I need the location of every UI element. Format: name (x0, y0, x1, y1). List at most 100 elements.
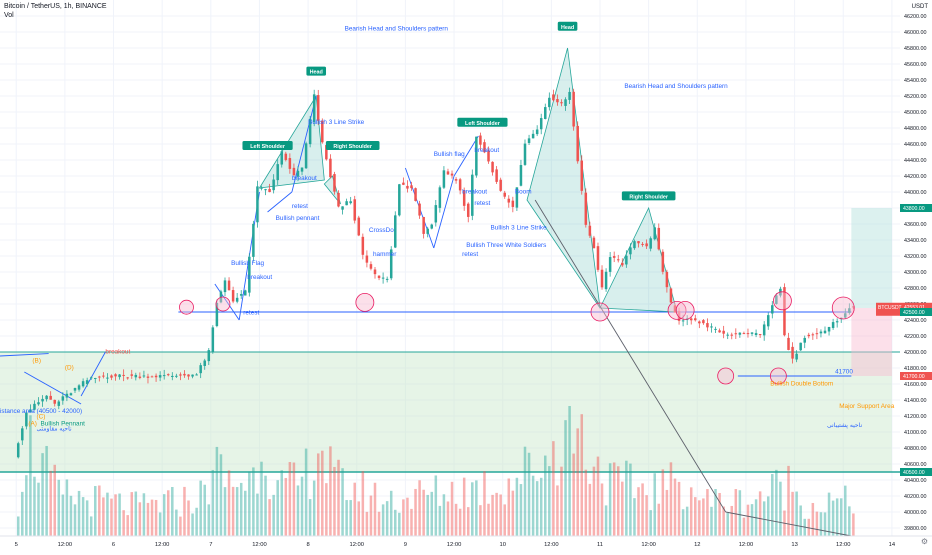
trend-line (534, 199, 727, 513)
candle-body (398, 184, 401, 216)
price-tick-label: 44800.00 (904, 126, 926, 132)
pattern-tag (621, 191, 676, 201)
volume-bar (458, 508, 462, 536)
candle-body (33, 403, 36, 410)
candle-body (661, 251, 665, 272)
candle-body (539, 118, 543, 130)
annotation-label: breakout (247, 274, 272, 281)
candle-body (491, 161, 494, 173)
candle-body (207, 350, 211, 362)
volume-bar (462, 477, 466, 536)
volume-bar (203, 484, 206, 536)
volume-bar (523, 446, 527, 536)
price-badge-label: 41700.00 (903, 374, 925, 380)
candle-body (264, 189, 267, 191)
candle-body (357, 217, 361, 236)
price-tick-label: 42400.00 (904, 318, 926, 324)
volume-bar (564, 420, 567, 536)
volume-bar (852, 513, 855, 536)
candle-body (406, 185, 409, 189)
settings-icon[interactable]: ⚙ (920, 537, 928, 546)
candle-body (527, 138, 531, 143)
time-tick-label: 12:00 (447, 542, 462, 548)
candle-body (754, 333, 758, 335)
volume-bar (689, 487, 693, 536)
time-tick-label: 12:00 (641, 542, 656, 548)
volume-bar (126, 515, 129, 536)
volume-bar (799, 505, 802, 536)
candle-body (588, 225, 592, 236)
volume-bar (394, 509, 397, 536)
price-tick-label: 41400.00 (904, 398, 926, 404)
candle-body (766, 315, 770, 327)
candle-body (414, 188, 417, 201)
trend-line (433, 175, 455, 249)
candle-body (325, 145, 328, 160)
pattern-marker-circle (675, 300, 695, 320)
trend-line (0, 353, 49, 357)
price-tick-label: 39800.00 (904, 526, 926, 532)
annotation-label: CrossDo (369, 227, 394, 234)
candle-body (389, 249, 393, 279)
volume-bar (98, 485, 101, 536)
volume-bar (142, 493, 146, 536)
time-tick-label: 10 (499, 542, 505, 548)
volume-bar (300, 476, 304, 536)
candle-body (349, 201, 352, 204)
time-tick-label: 7 (209, 542, 212, 548)
candle-body (418, 203, 421, 216)
candle-body (102, 375, 105, 377)
volume-bar (722, 506, 725, 536)
candle-body (844, 313, 847, 318)
candle-body (268, 188, 271, 193)
time-tick-label: 12 (694, 542, 700, 548)
pattern-marker-circle (179, 299, 194, 315)
candle-body (199, 365, 202, 374)
volume-bar (734, 489, 738, 536)
volume-bar (260, 461, 263, 536)
price-tick-label: 45000.00 (904, 110, 926, 116)
candle-body (507, 198, 511, 203)
annotation-label: Boom (515, 189, 532, 196)
candle-body (835, 321, 839, 323)
candle-body (41, 398, 44, 402)
candle-body (621, 262, 624, 266)
time-axis-bg (0, 536, 900, 550)
candle-body (637, 241, 640, 244)
candle-body (726, 334, 729, 336)
pattern-marker-circle (769, 367, 787, 385)
volume-bar (304, 448, 308, 536)
candle-body (673, 305, 677, 313)
candle-body (239, 294, 243, 296)
price-tick-label: 43000.00 (904, 270, 926, 276)
volume-bar (85, 500, 89, 536)
candle-body (308, 118, 312, 145)
candle-body (98, 376, 101, 378)
volume-bar (49, 470, 52, 536)
volume-bar (758, 491, 762, 536)
price-tick-label: 40200.00 (904, 494, 926, 500)
volume-bar (406, 497, 409, 536)
volume-bar (16, 516, 20, 536)
volume-bar (21, 491, 24, 536)
volume-bar (134, 491, 138, 536)
candle-body (65, 393, 69, 398)
candle-body (288, 158, 292, 169)
volume-bar (118, 493, 121, 536)
trend-line (291, 95, 317, 193)
volume-bar (710, 506, 713, 536)
volume-bar (515, 477, 519, 536)
candle-body (426, 228, 429, 234)
volume-bar (398, 512, 401, 536)
volume-bar (154, 499, 158, 536)
candle-body (353, 199, 356, 221)
volume-bar (600, 483, 604, 536)
candle-body (321, 120, 324, 143)
volume-bar (511, 490, 515, 536)
volume-bar (681, 509, 685, 536)
zone-support (0, 352, 892, 472)
price-tick-label: 46000.00 (904, 30, 926, 36)
candle-body (572, 91, 575, 127)
candle-body (256, 186, 259, 223)
